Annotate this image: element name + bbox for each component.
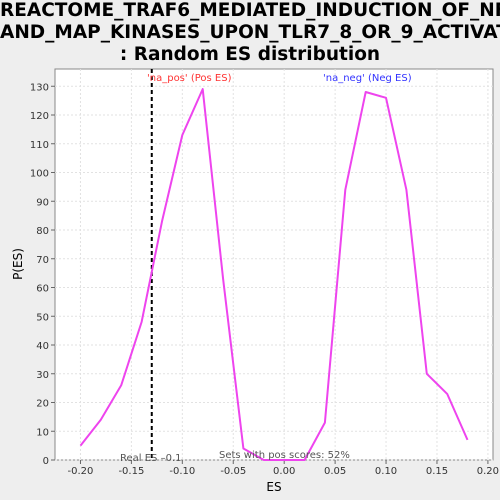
x-tick-label: -0.05	[220, 466, 246, 477]
y-tick-label: 0	[43, 456, 49, 467]
x-axis-label: ES	[266, 480, 281, 494]
y-tick-label: 40	[36, 341, 49, 352]
x-tick-label: -0.15	[118, 466, 144, 477]
x-tick-label: 0.15	[426, 466, 448, 477]
series-line	[79, 88, 469, 461]
chart-title-line-1: REACTOME_TRAF6_MEDIATED_INDUCTION_OF_NFK…	[0, 0, 500, 21]
y-axis-label: P(ES)	[11, 248, 25, 280]
x-tick-label: -0.20	[68, 466, 94, 477]
y-tick-label: 120	[30, 111, 49, 122]
x-tick-label: -0.10	[169, 466, 195, 477]
x-tick-label: 0.10	[375, 466, 397, 477]
x-tick-label: 0.00	[273, 466, 295, 477]
y-tick-label: 50	[36, 312, 49, 323]
y-tick-label: 130	[30, 82, 49, 93]
x-tick-label: 0.20	[477, 466, 499, 477]
y-tick-label: 20	[36, 399, 49, 410]
grid	[55, 69, 493, 461]
chart-title: REACTOME_TRAF6_MEDIATED_INDUCTION_OF_NFK…	[0, 0, 500, 66]
chart-title-line-2: AND_MAP_KINASES_UPON_TLR7_8_OR_9_ACTIVAT…	[0, 22, 500, 43]
x-axis: -0.20 -0.15 -0.10 -0.05 0.00 0.05 0.10 0.15 0.20	[68, 460, 499, 477]
chart-title-line-3: : Random ES distribution	[119, 44, 381, 65]
real-es-label: Real ES –0.1	[120, 453, 181, 464]
y-tick-label: 100	[30, 169, 49, 180]
sets-with-pos-scores-label: Sets with pos scores: 52%	[219, 450, 350, 461]
pos-es-label: 'na_pos' (Pos ES)	[147, 73, 232, 84]
y-tick-label: 110	[30, 140, 49, 151]
y-tick-label: 30	[36, 370, 49, 381]
y-tick-label: 60	[36, 284, 49, 295]
plot-area	[54, 68, 494, 461]
x-tick-label: 0.05	[324, 466, 346, 477]
y-tick-label: 10	[36, 427, 49, 438]
y-tick-label: 70	[36, 255, 49, 266]
y-tick-label: 90	[36, 197, 49, 208]
y-tick-label: 80	[36, 226, 49, 237]
y-axis: 0 10 20 30 40 50 60 70 80 90 100 110 120 130	[30, 82, 55, 467]
neg-es-label: 'na_neg' (Neg ES)	[323, 73, 412, 84]
